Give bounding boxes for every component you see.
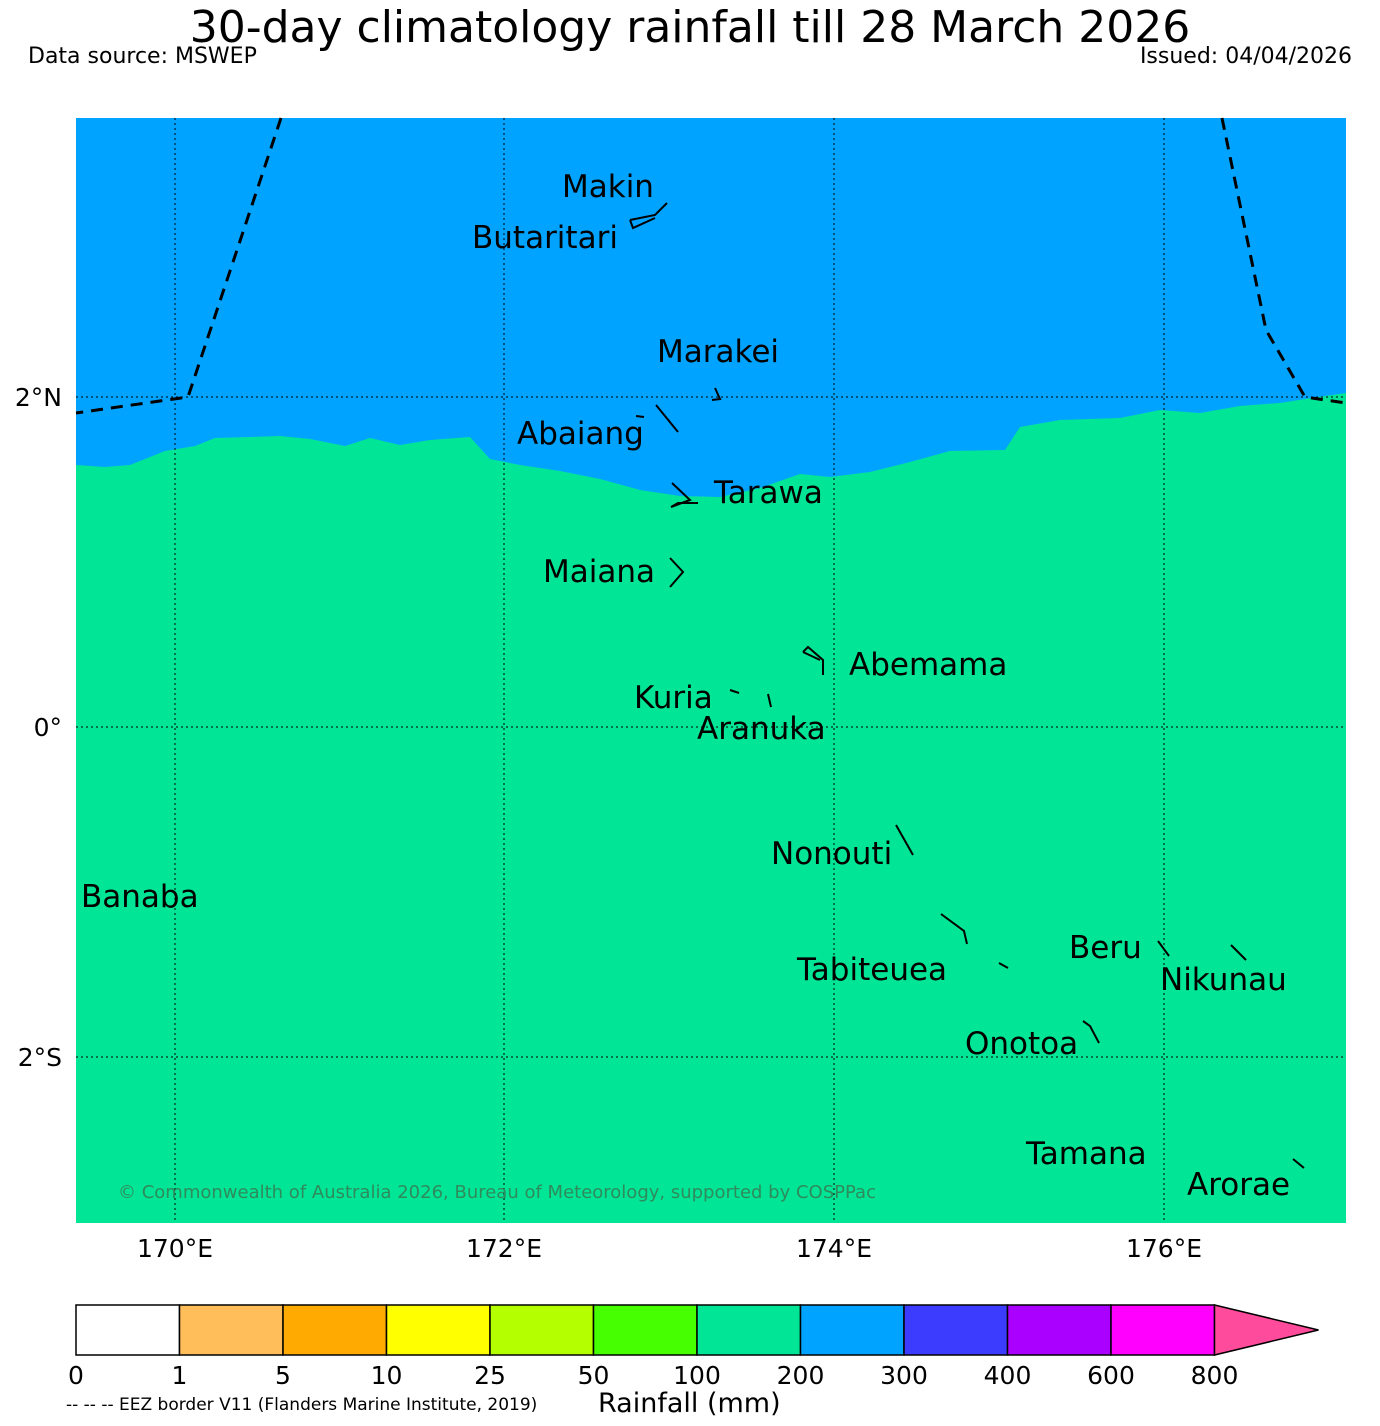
island-shapes	[629, 202, 1305, 1169]
colorbar-tick-0: 0	[68, 1361, 84, 1390]
label-arorae: Arorae	[1187, 1167, 1290, 1203]
island-nikunau-shape	[1230, 944, 1247, 961]
eez-border	[75, 117, 1347, 415]
colorbar-ticks: 0 1 5 10 25 50 100 200 300 400 600 800	[68, 1361, 1238, 1390]
colorbar-boxes	[75, 1304, 1319, 1356]
colorbar-tick-200: 200	[777, 1361, 825, 1390]
colorbar-tick-25: 25	[474, 1361, 506, 1390]
copyright-notice: © Commonwealth of Australia 2026, Bureau…	[118, 1182, 876, 1203]
colorbar-box-8	[903, 1304, 1009, 1356]
lon-tick-170: 170°E	[137, 1234, 213, 1263]
colorbar-label: Rainfall (mm)	[598, 1388, 781, 1419]
label-nonouti: Nonouti	[771, 836, 892, 872]
island-aranuka-shape	[767, 693, 772, 708]
colorbar-box-2	[282, 1304, 388, 1356]
label-butaritari: Butaritari	[472, 220, 618, 256]
colorbar-box-10	[1110, 1304, 1216, 1356]
label-makin: Makin	[562, 169, 654, 205]
lon-tick-176: 176°E	[1126, 1234, 1202, 1263]
island-abemama-shape	[802, 645, 824, 675]
label-tamana: Tamana	[1025, 1136, 1147, 1172]
label-tarawa: Tarawa	[713, 475, 823, 511]
label-banaba: Banaba	[81, 879, 199, 915]
island-beru-shape	[1157, 940, 1170, 957]
colorbar-tick-1: 1	[172, 1361, 188, 1390]
colorbar-box-7	[799, 1304, 905, 1356]
colorbar-box-3	[385, 1304, 491, 1356]
label-onotoa: Onotoa	[965, 1026, 1078, 1062]
island-butaritari-shape	[629, 202, 668, 230]
lat-tick-2n: 2°N	[15, 383, 62, 412]
island-tarawa-shape	[670, 482, 698, 508]
island-nonouti-shape	[895, 824, 914, 856]
island-kuria-shape	[729, 689, 740, 694]
island-maiana-shape	[669, 557, 685, 588]
island-onotoa-shape	[1082, 1020, 1100, 1044]
island-marakei-shape	[711, 387, 722, 401]
colorbar-tick-400: 400	[984, 1361, 1032, 1390]
colorbar-box-5	[592, 1304, 698, 1356]
colorbar-tick-10: 10	[371, 1361, 403, 1390]
colorbar-box-4	[489, 1304, 595, 1356]
island-abaiang-shape	[635, 404, 679, 433]
colorbar-extend-arrow	[1213, 1304, 1319, 1356]
colorbar-box-9	[1006, 1304, 1112, 1356]
colorbar-tick-800: 800	[1191, 1361, 1239, 1390]
data-source: Data source: MSWEP	[28, 44, 257, 69]
label-abaiang: Abaiang	[517, 416, 644, 452]
island-arorae-shape	[1292, 1158, 1305, 1169]
colorbar-tick-600: 600	[1087, 1361, 1135, 1390]
colorbar-box-1	[178, 1304, 284, 1356]
label-marakei: Marakei	[657, 334, 779, 370]
colorbar-box-0	[75, 1304, 181, 1356]
label-abemama: Abemama	[849, 647, 1007, 683]
rainfall-map: Makin Butaritari Marakei Abaiang Tarawa …	[15, 117, 1347, 1263]
lat-tick-0: 0°	[34, 713, 62, 742]
lat-tick-2s: 2°S	[18, 1043, 62, 1072]
colorbar-box-6	[696, 1304, 802, 1356]
island-tabiteuea-shape	[940, 913, 1009, 969]
colorbar-tick-300: 300	[880, 1361, 928, 1390]
map-title: 30-day climatology rainfall till 28 Marc…	[189, 2, 1191, 53]
colorbar-tick-5: 5	[275, 1361, 291, 1390]
label-tabiteuea: Tabiteuea	[796, 952, 947, 988]
label-kuria: Kuria	[634, 680, 713, 716]
label-nikunau: Nikunau	[1160, 962, 1287, 998]
lon-tick-172: 172°E	[466, 1234, 542, 1263]
lon-tick-174: 174°E	[796, 1234, 872, 1263]
colorbar-tick-50: 50	[578, 1361, 610, 1390]
region-300-400	[76, 118, 1346, 497]
label-beru: Beru	[1069, 930, 1142, 966]
label-aranuka: Aranuka	[697, 711, 826, 747]
grid	[76, 118, 1346, 1223]
colorbar-tick-100: 100	[673, 1361, 721, 1390]
eez-border-note: -- -- -- EEZ border V11 (Flanders Marine…	[66, 1395, 538, 1415]
issued-date: Issued: 04/04/2026	[1139, 44, 1352, 69]
label-maiana: Maiana	[543, 554, 655, 590]
